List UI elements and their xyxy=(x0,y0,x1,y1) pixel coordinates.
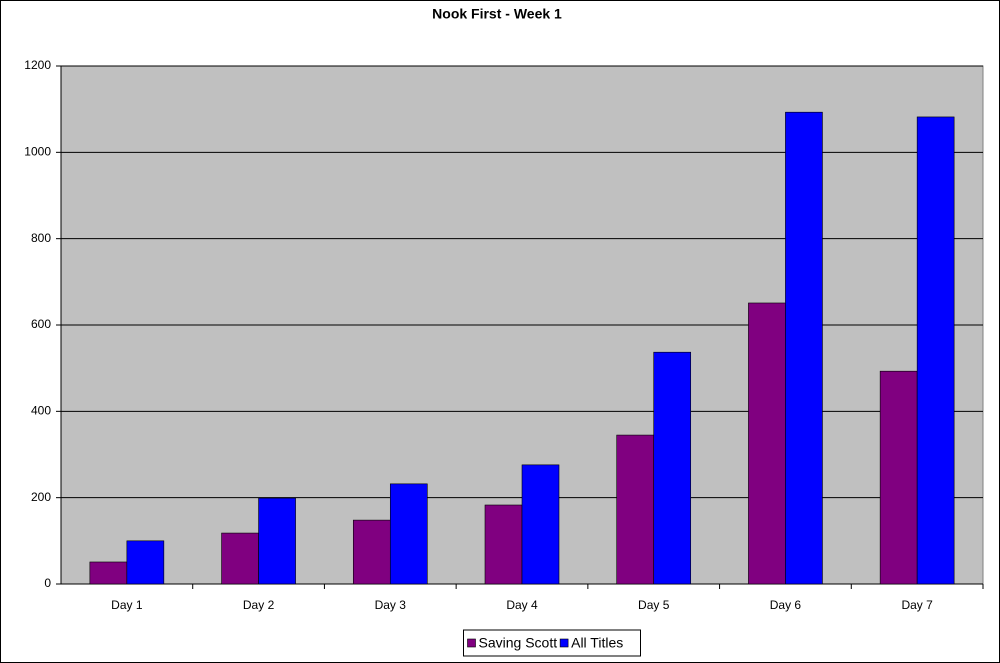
x-tick-label: Day 6 xyxy=(770,598,802,612)
y-tick-label: 400 xyxy=(31,404,51,418)
y-tick-label: 200 xyxy=(31,490,51,504)
x-tick-label: Day 7 xyxy=(901,598,933,612)
y-tick-label: 600 xyxy=(31,317,51,331)
bar xyxy=(748,302,786,585)
x-tick-label: Day 4 xyxy=(506,598,538,612)
bar xyxy=(653,351,692,585)
bar xyxy=(916,116,955,585)
bar xyxy=(616,434,655,585)
y-tick-label: 1000 xyxy=(24,145,51,159)
legend-label: Saving Scott xyxy=(479,635,558,651)
x-tick-label: Day 5 xyxy=(638,598,670,612)
legend-swatch xyxy=(467,638,476,648)
y-tick-label: 800 xyxy=(31,231,51,245)
bar xyxy=(521,464,560,585)
bar xyxy=(484,504,523,585)
x-tick-label: Day 1 xyxy=(111,598,143,612)
bar xyxy=(352,519,391,585)
y-tick-label: 1200 xyxy=(24,58,51,72)
legend-box xyxy=(463,629,641,657)
x-tick-label: Day 2 xyxy=(243,598,275,612)
bar xyxy=(879,370,918,585)
bar xyxy=(389,483,428,585)
legend-label: All Titles xyxy=(571,635,623,651)
bar xyxy=(785,111,823,585)
x-tick-label: Day 3 xyxy=(375,598,407,612)
bar xyxy=(221,532,259,585)
bar xyxy=(126,540,165,585)
bar xyxy=(89,561,128,585)
bar xyxy=(258,497,296,585)
legend-swatch xyxy=(559,638,569,648)
y-tick-label: 0 xyxy=(44,576,51,590)
chart-title: Nook First - Week 1 xyxy=(432,6,562,22)
